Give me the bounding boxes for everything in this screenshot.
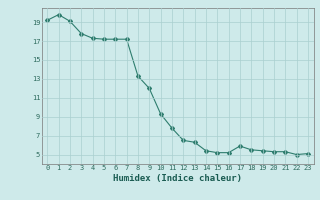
X-axis label: Humidex (Indice chaleur): Humidex (Indice chaleur) xyxy=(113,174,242,183)
